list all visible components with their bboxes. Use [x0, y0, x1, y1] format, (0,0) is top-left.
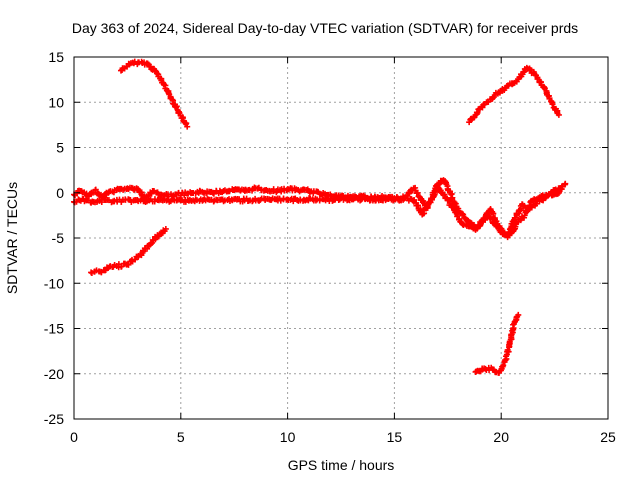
series-0	[117, 58, 191, 130]
series-3	[71, 184, 565, 241]
data-point	[555, 111, 562, 118]
x-tick-label: 25	[600, 429, 616, 445]
y-axis-title: SDTVAR / TECUs	[4, 182, 20, 294]
data-marker	[140, 248, 147, 255]
y-tick-label: -10	[44, 275, 64, 291]
data-point	[558, 186, 565, 193]
data-points	[71, 58, 569, 376]
y-tick-label: -5	[52, 230, 65, 246]
data-marker	[254, 185, 261, 192]
chart-title: Day 363 of 2024, Sidereal Day-to-day VTE…	[72, 20, 578, 36]
x-tick-label: 0	[70, 429, 78, 445]
x-tick-label: 15	[387, 429, 403, 445]
series-5	[472, 311, 522, 376]
data-marker	[125, 261, 132, 268]
series-2	[71, 177, 569, 238]
series-1	[466, 64, 562, 126]
y-tick-label: -25	[44, 411, 64, 427]
data-point	[521, 212, 528, 219]
data-marker	[441, 191, 448, 198]
data-marker	[482, 365, 489, 372]
series-4	[88, 225, 169, 276]
x-tick-label: 5	[177, 429, 185, 445]
x-tick-label: 10	[280, 429, 296, 445]
y-tick-label: 5	[56, 140, 64, 156]
data-point	[209, 189, 216, 196]
data-marker	[512, 215, 519, 222]
axis-ticks: 0 5 10 15 20 25 -25 -20 -15 -10 -5 0 5 10 15	[44, 49, 616, 445]
y-tick-label: -15	[44, 321, 64, 337]
data-point	[515, 311, 522, 318]
data-marker	[549, 101, 556, 108]
x-axis-title: GPS time / hours	[288, 457, 395, 473]
data-point	[184, 123, 191, 130]
data-marker	[474, 109, 481, 116]
grid-lines	[74, 57, 608, 419]
data-marker	[414, 189, 421, 196]
y-tick-label: 15	[48, 49, 64, 65]
data-point	[162, 225, 169, 232]
data-point	[562, 180, 569, 187]
y-tick-label: -20	[44, 366, 64, 382]
data-marker	[92, 186, 99, 193]
x-tick-label: 20	[493, 429, 509, 445]
data-marker	[460, 211, 467, 218]
y-tick-label: 10	[48, 94, 64, 110]
data-marker	[500, 362, 507, 369]
y-tick-label: 0	[56, 185, 64, 201]
